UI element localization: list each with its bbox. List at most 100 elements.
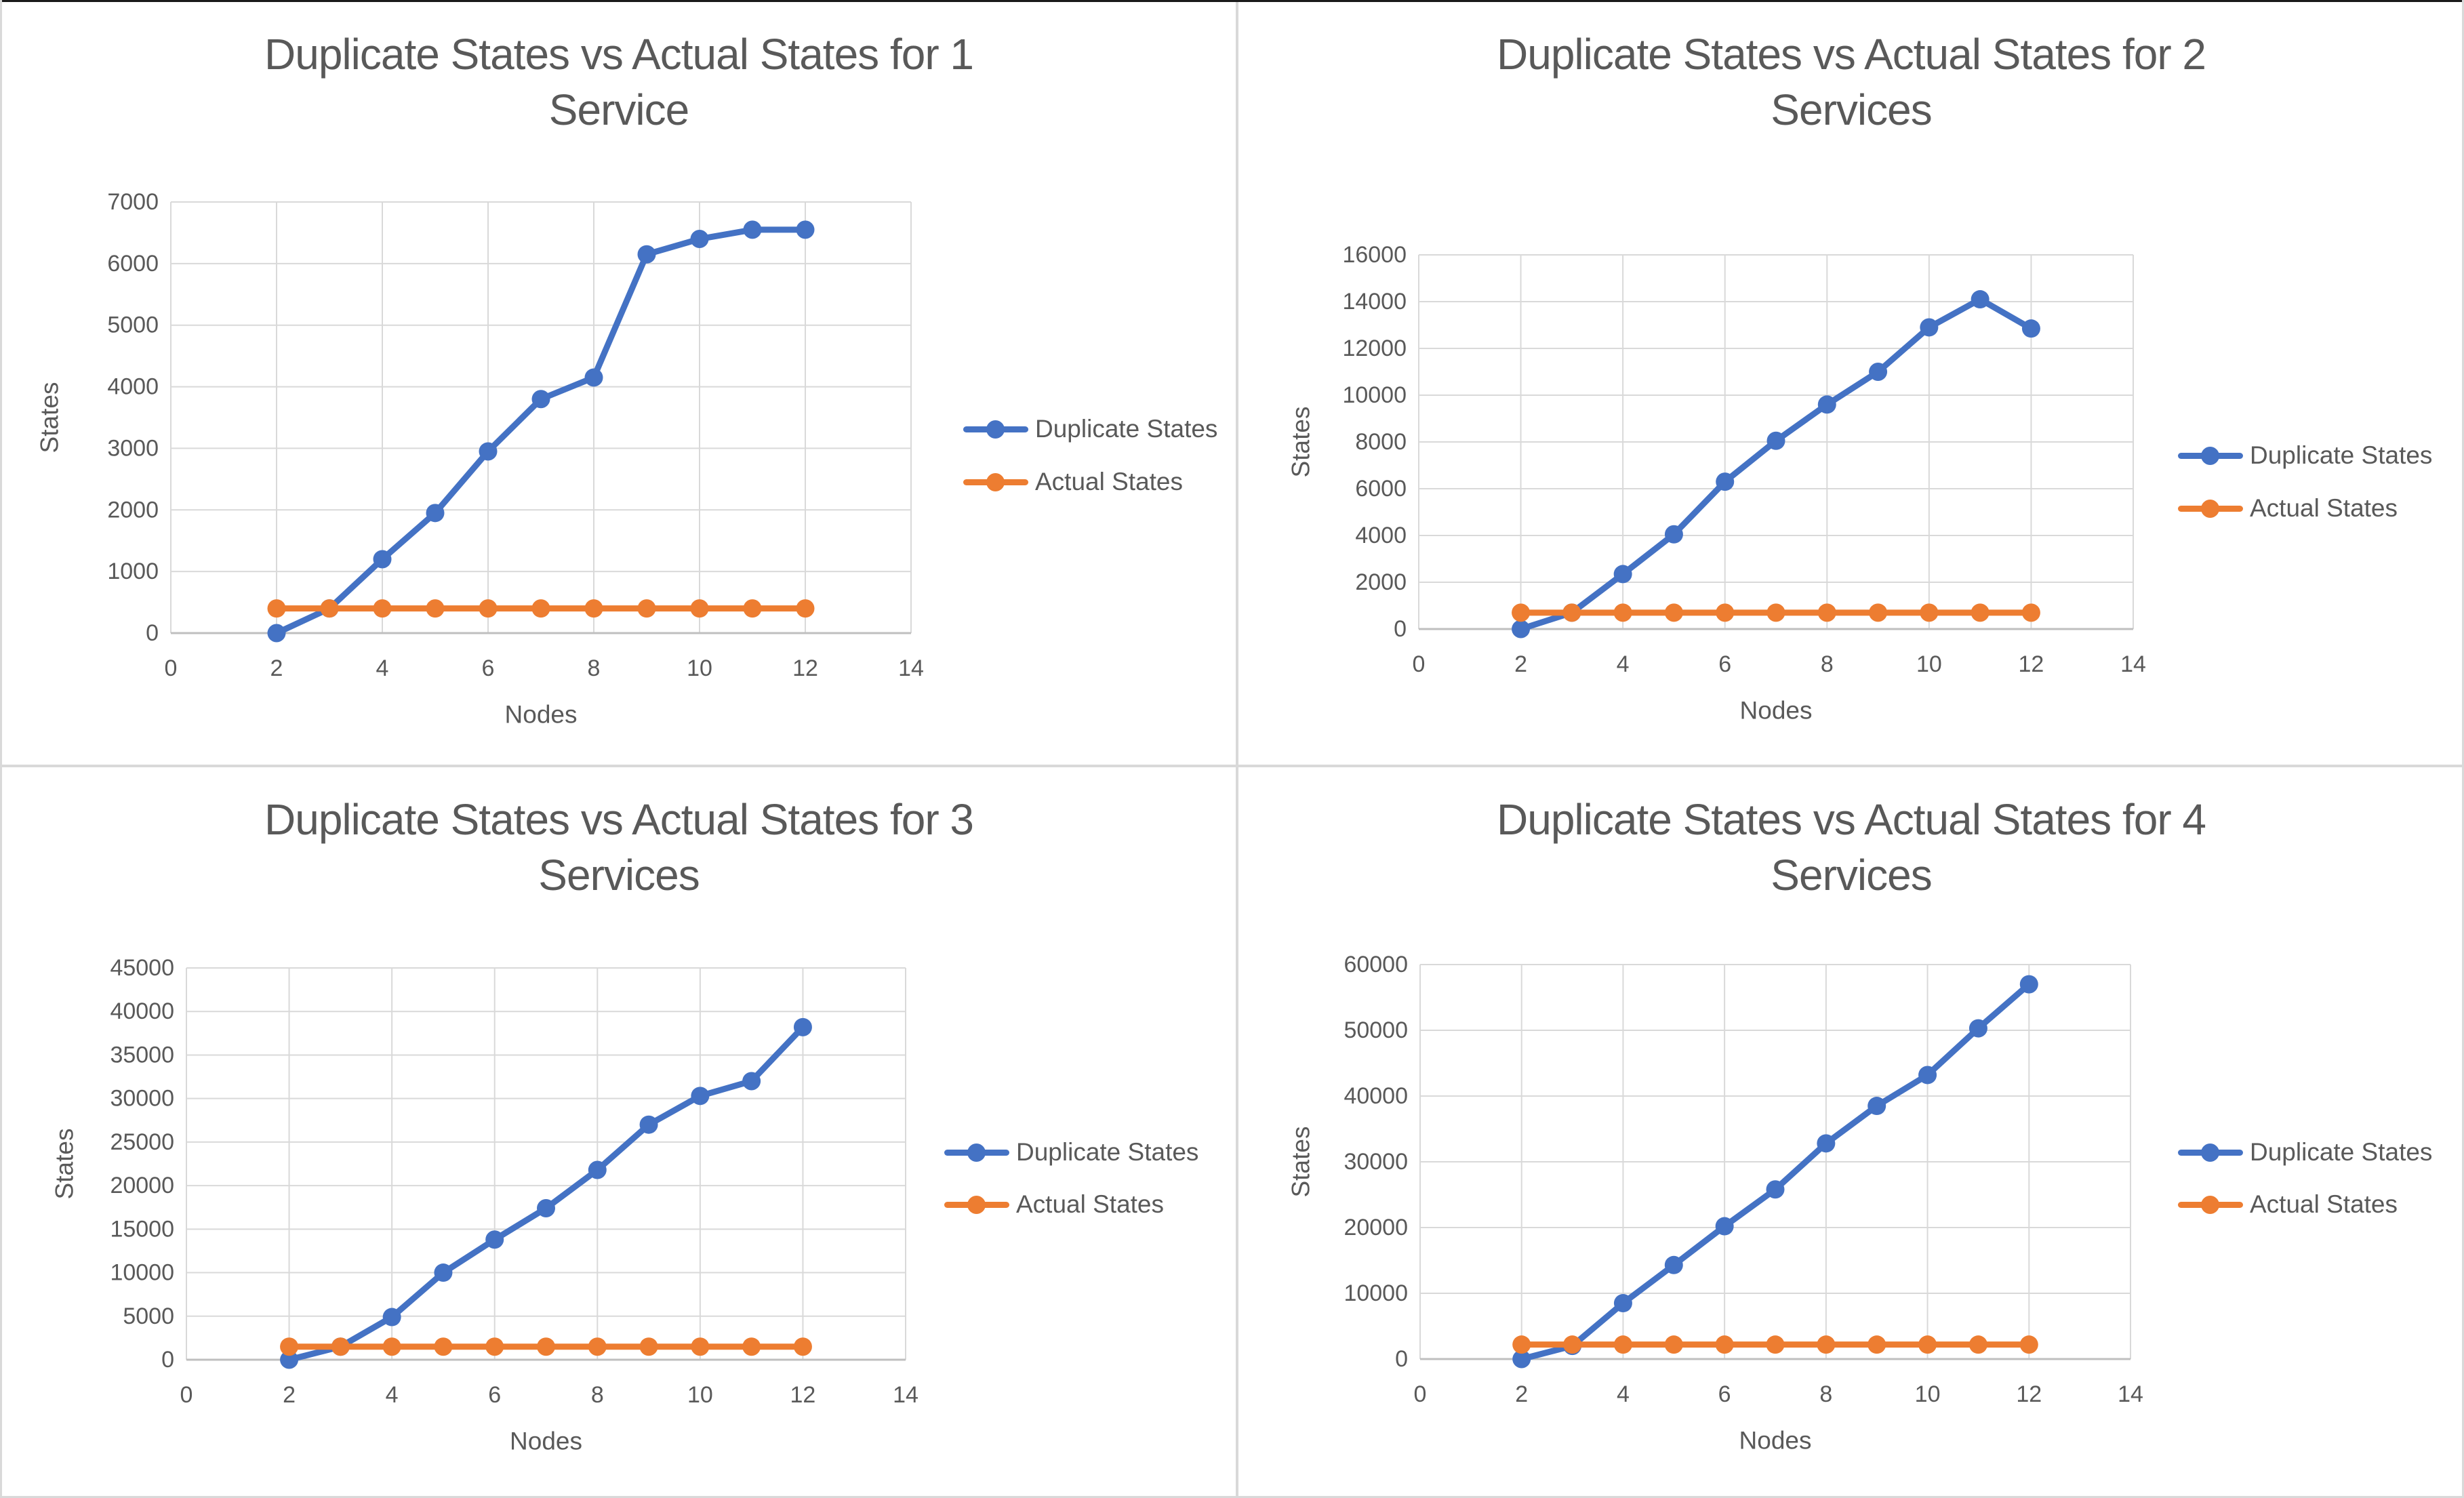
actual-states-line-marker-icon — [2178, 499, 2243, 518]
y-axis-tick-label: 35000 — [110, 1042, 174, 1068]
legend-label: Duplicate States — [1035, 415, 1218, 443]
data-point — [1613, 1294, 1632, 1313]
y-axis-tick-label: 30000 — [110, 1086, 174, 1112]
legend-item-actual-states: Actual States — [963, 468, 1183, 495]
data-point — [742, 1337, 761, 1356]
legend-label: Duplicate States — [2250, 441, 2433, 469]
chart-panel-3-services: Duplicate States vs Actual States for 3 … — [2, 767, 1236, 1498]
y-axis-tick-label: 40000 — [110, 998, 174, 1024]
chart-title: Duplicate States vs Actual States for 3 … — [22, 792, 1215, 903]
x-axis-tick-label: 14 — [2118, 1381, 2143, 1407]
chart-panel-2-services: Duplicate States vs Actual States for 2 … — [1238, 2, 2464, 765]
chart-title-line-1: Duplicate States vs Actual States for 4 — [1497, 795, 2206, 844]
series-actual-states — [267, 599, 815, 618]
data-point — [1664, 1335, 1683, 1354]
y-axis-tick-label: 6000 — [107, 251, 159, 277]
data-point — [434, 1337, 453, 1356]
data-point — [639, 1337, 658, 1356]
data-point — [1968, 1019, 1987, 1038]
duplicate-states-line-marker-icon — [2178, 446, 2243, 465]
data-point — [690, 599, 709, 618]
series-actual-states — [1512, 1335, 2038, 1354]
data-point — [1971, 290, 1990, 309]
y-axis-tick-label: 4000 — [1355, 523, 1407, 548]
y-axis-tick-label: 10000 — [1344, 1280, 1408, 1306]
duplicate-states-line-marker-icon — [944, 1143, 1009, 1162]
x-axis-tick-label: 6 — [1718, 651, 1731, 677]
chart-title: Duplicate States vs Actual States for 4 … — [1259, 792, 2444, 903]
data-point — [267, 624, 286, 643]
chart-title-line-1: Duplicate States vs Actual States for 2 — [1497, 30, 2206, 79]
chart-title-line-2: Services — [1771, 85, 1932, 134]
data-point — [1716, 603, 1735, 622]
window-left-edge — [0, 0, 2, 1498]
x-axis-title: Nodes — [510, 1428, 582, 1455]
y-axis-tick-label: 3000 — [107, 435, 159, 461]
data-point — [479, 442, 498, 461]
data-point — [1817, 603, 1836, 622]
y-axis-tick-label: 0 — [1395, 1346, 1408, 1372]
chart-title-line-1: Duplicate States vs Actual States for 1 — [264, 30, 974, 79]
series-line — [286, 1024, 806, 1363]
actual-states-line-marker-icon — [2178, 1195, 2243, 1214]
data-point — [479, 599, 498, 618]
data-point — [1664, 603, 1683, 622]
y-axis-tick-label: 7000 — [107, 189, 159, 215]
series-actual-states — [280, 1337, 812, 1356]
x-axis-tick-label: 14 — [893, 1382, 918, 1408]
y-axis-tick-label: 30000 — [1344, 1149, 1408, 1175]
y-axis-tick-label: 0 — [146, 620, 159, 646]
y-axis-tick-label: 50000 — [1344, 1017, 1408, 1043]
x-axis-tick-label: 4 — [376, 655, 389, 681]
data-point — [637, 245, 656, 264]
x-axis-tick-label: 2 — [1515, 1381, 1528, 1407]
y-axis-tick-label: 60000 — [1344, 952, 1408, 977]
x-axis-tick-label: 6 — [488, 1382, 501, 1408]
data-point — [1563, 1335, 1582, 1354]
y-axis-tick-label: 1000 — [107, 559, 159, 584]
data-point — [1664, 1255, 1683, 1274]
data-point — [1613, 1335, 1632, 1354]
data-point — [2021, 319, 2040, 338]
data-point — [796, 599, 815, 618]
legend-item-actual-states: Actual States — [2178, 494, 2398, 522]
actual-states-line-marker-icon — [963, 472, 1028, 491]
window-right-edge — [2462, 0, 2464, 1498]
series-duplicate-states — [1512, 975, 2038, 1369]
data-point — [2019, 1335, 2038, 1354]
legend-label: Actual States — [1016, 1190, 1165, 1218]
legend-label: Actual States — [2250, 1190, 2398, 1218]
x-axis-tick-label: 4 — [1617, 1381, 1630, 1407]
data-point — [588, 1160, 607, 1179]
legend-label: Actual States — [1035, 468, 1184, 495]
chart-title: Duplicate States vs Actual States for 1 … — [22, 26, 1215, 138]
series-duplicate-states — [280, 1017, 812, 1369]
y-axis-tick-label: 12000 — [1342, 336, 1407, 361]
data-point — [1920, 318, 1939, 337]
x-axis-tick-label: 0 — [1414, 1381, 1427, 1407]
y-axis-tick-label: 10000 — [1342, 382, 1407, 408]
data-point — [373, 550, 392, 569]
y-axis-title: States — [1287, 1127, 1315, 1198]
y-axis-tick-label: 14000 — [1342, 289, 1407, 315]
y-axis-tick-label: 5000 — [107, 312, 159, 338]
data-point — [743, 599, 762, 618]
chart-plot-area: 0 10000 20000 30000 40000 50000 60000 0 2 4 6 8 10 12… — [1287, 952, 2143, 1455]
data-point — [1512, 1350, 1531, 1369]
y-axis-tick-label: 15000 — [110, 1216, 174, 1242]
legend-item-actual-states: Actual States — [2178, 1190, 2398, 1218]
legend-label: Actual States — [2250, 494, 2398, 522]
x-axis-tick-label: 12 — [790, 1382, 816, 1408]
legend-item-duplicate-states: Duplicate States — [963, 415, 1218, 443]
y-axis-tick-label: 25000 — [110, 1129, 174, 1155]
x-axis-tick-label: 8 — [591, 1382, 604, 1408]
chart-plot-area: 0 5000 10000 15000 20000 25000 30000 35000 40000… — [51, 955, 918, 1455]
data-point — [1512, 1335, 1531, 1354]
data-point — [691, 1087, 710, 1106]
legend-item-actual-states: Actual States — [944, 1190, 1165, 1218]
x-axis-tick-label: 0 — [165, 655, 178, 681]
series-line — [273, 226, 809, 636]
data-point — [1867, 1335, 1886, 1354]
data-point — [1971, 603, 1990, 622]
data-point — [1817, 395, 1836, 414]
